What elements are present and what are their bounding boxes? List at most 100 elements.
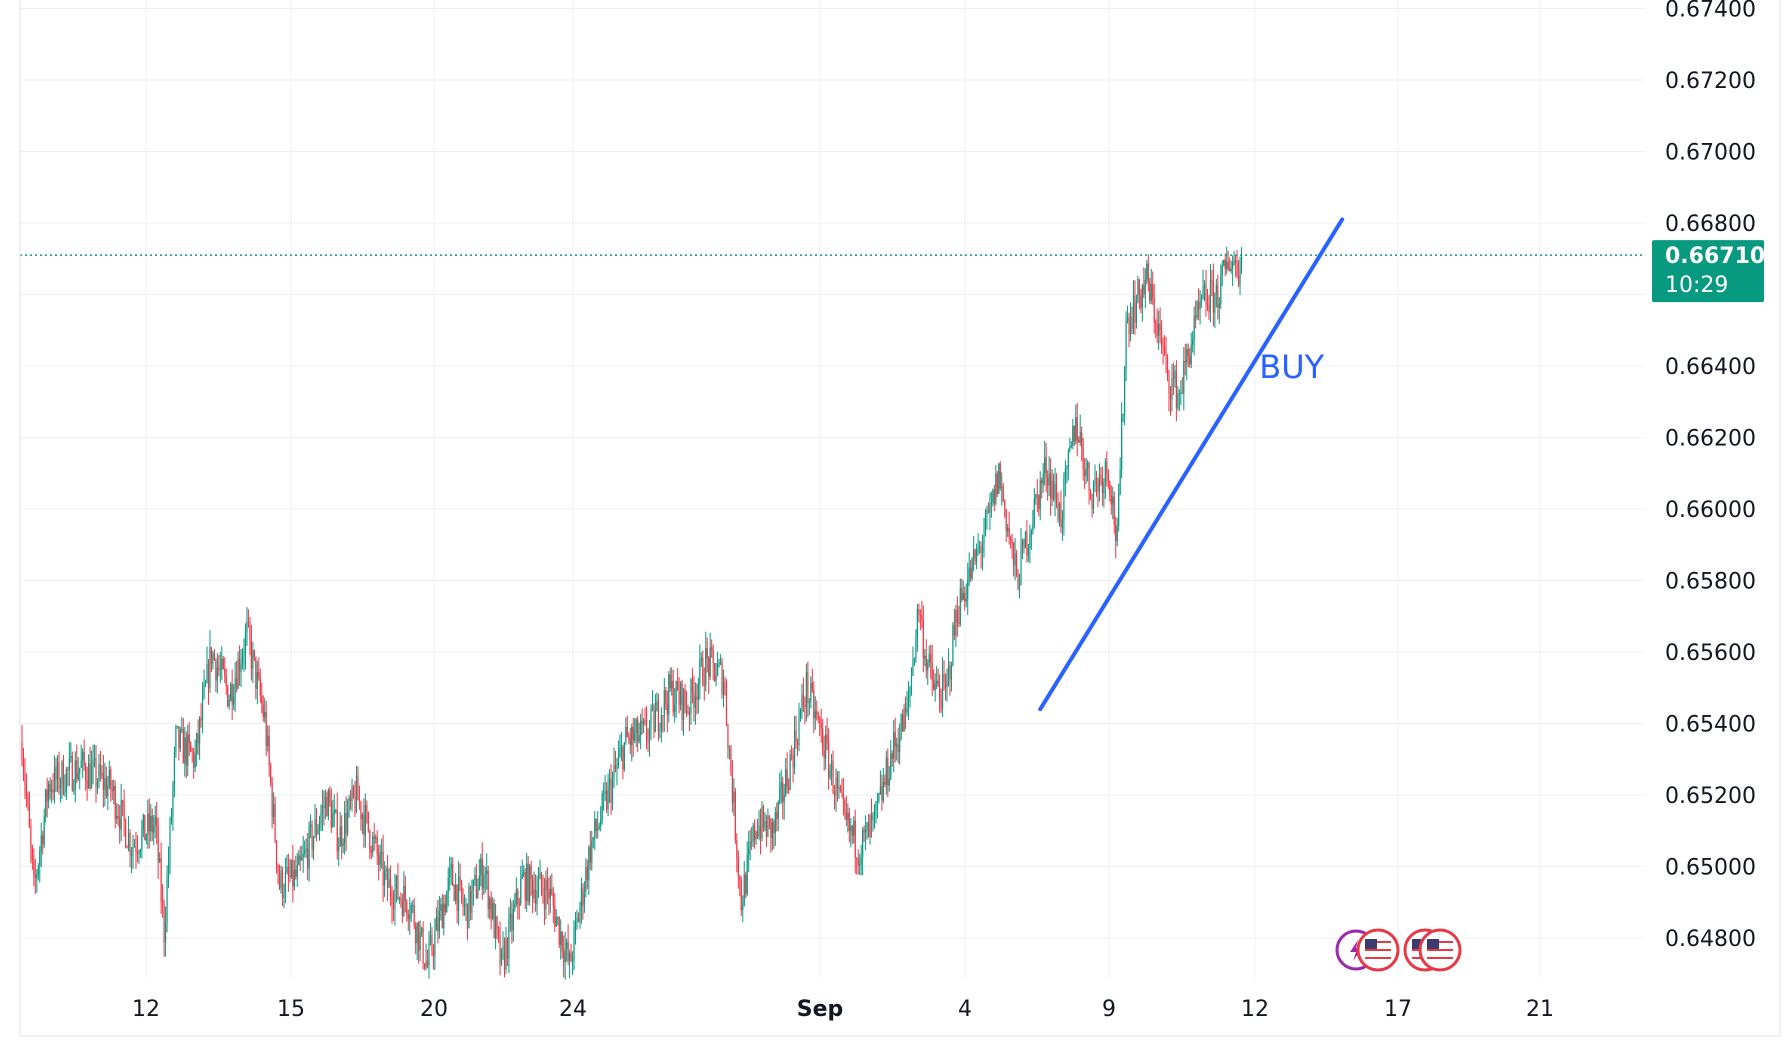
candle-body bbox=[160, 858, 162, 902]
candle bbox=[139, 848, 141, 859]
candle bbox=[210, 646, 213, 673]
candle bbox=[1218, 297, 1220, 324]
candle-body bbox=[955, 610, 957, 636]
candle bbox=[900, 713, 902, 741]
candle-body bbox=[654, 710, 657, 732]
candle bbox=[571, 951, 574, 975]
candle bbox=[1227, 250, 1229, 271]
candle bbox=[142, 813, 144, 838]
candle-body bbox=[43, 816, 45, 845]
candle-body bbox=[795, 730, 797, 743]
candle bbox=[641, 708, 643, 735]
candle bbox=[160, 842, 162, 914]
candle bbox=[382, 834, 384, 902]
candle-body bbox=[542, 887, 544, 895]
candle bbox=[862, 827, 864, 876]
candle-body bbox=[191, 751, 193, 753]
candle bbox=[1081, 426, 1083, 462]
candle-body bbox=[388, 879, 390, 888]
candle-body bbox=[400, 897, 402, 901]
candle bbox=[455, 872, 457, 905]
candle-body bbox=[45, 789, 47, 817]
time-tick-label: Sep bbox=[797, 997, 844, 1022]
candle-body bbox=[702, 658, 704, 685]
price-tick-label: 0.65600 bbox=[1665, 641, 1756, 666]
candle bbox=[546, 867, 548, 905]
candle-body bbox=[922, 620, 924, 659]
candle bbox=[415, 921, 417, 955]
candle-body bbox=[416, 922, 418, 944]
candle-body bbox=[1064, 468, 1066, 479]
candle-body bbox=[1030, 531, 1032, 535]
candle bbox=[1193, 306, 1195, 356]
candle bbox=[321, 789, 324, 832]
candle bbox=[169, 816, 171, 875]
candle bbox=[563, 935, 565, 978]
candle-body bbox=[1098, 474, 1101, 492]
candle-body bbox=[570, 952, 572, 962]
candle-body bbox=[866, 822, 868, 829]
candle-body bbox=[458, 876, 460, 911]
candle-body bbox=[1073, 425, 1075, 442]
candle bbox=[505, 927, 507, 975]
candle bbox=[1215, 278, 1217, 308]
candle bbox=[820, 708, 822, 743]
candle-body bbox=[887, 757, 889, 786]
candle-body bbox=[119, 818, 121, 830]
candle-body bbox=[241, 656, 244, 665]
candle bbox=[632, 718, 634, 758]
candle bbox=[178, 725, 180, 761]
candle-body bbox=[114, 785, 116, 819]
candle bbox=[995, 465, 997, 506]
us-flag-icon[interactable] bbox=[1356, 928, 1400, 972]
trendline[interactable] bbox=[1038, 217, 1345, 712]
candle bbox=[999, 460, 1001, 491]
candle-body bbox=[731, 773, 733, 804]
buy-annotation[interactable]: BUY bbox=[1259, 348, 1324, 386]
candle-body bbox=[1226, 261, 1228, 269]
candle-body bbox=[1092, 485, 1095, 509]
candle bbox=[751, 826, 753, 851]
candle bbox=[526, 852, 528, 913]
candle-body bbox=[495, 916, 497, 938]
candle-body bbox=[167, 862, 170, 879]
candle-body bbox=[275, 841, 278, 866]
economic-events[interactable] bbox=[1335, 928, 1462, 972]
candle bbox=[1137, 275, 1139, 304]
candle-body bbox=[344, 812, 346, 844]
candle bbox=[1203, 280, 1206, 302]
candle-body bbox=[404, 885, 406, 902]
candle-body bbox=[52, 789, 54, 793]
candle-body bbox=[1155, 322, 1157, 324]
candle bbox=[863, 825, 865, 843]
candle bbox=[832, 750, 834, 795]
candle-body bbox=[1221, 265, 1223, 275]
candle-body bbox=[129, 832, 131, 856]
time-tick-label: 15 bbox=[277, 997, 305, 1022]
candle bbox=[179, 726, 181, 752]
candle bbox=[896, 737, 898, 761]
candle-body bbox=[1058, 503, 1061, 520]
candle bbox=[46, 777, 48, 818]
candle bbox=[59, 777, 62, 803]
candle bbox=[978, 540, 981, 554]
candle-body bbox=[440, 904, 442, 911]
candle bbox=[548, 877, 550, 916]
candle-body bbox=[1116, 526, 1118, 542]
candle bbox=[617, 740, 620, 769]
candle bbox=[493, 898, 495, 939]
price-axis[interactable]: 0.674000.672000.670000.668000.664000.662… bbox=[1665, 0, 1756, 952]
candle bbox=[233, 683, 235, 711]
candle-body bbox=[600, 819, 602, 827]
us-flag-icon[interactable] bbox=[1418, 928, 1462, 972]
candle bbox=[681, 679, 683, 732]
candle-body bbox=[813, 689, 815, 719]
candle bbox=[230, 682, 232, 702]
candle bbox=[989, 492, 991, 531]
candle bbox=[434, 918, 436, 970]
time-axis[interactable]: 12 15 20 24 Sep 4 9 12 17 21 bbox=[132, 997, 1554, 1022]
candle-body bbox=[555, 917, 557, 927]
candle-body bbox=[657, 701, 659, 731]
